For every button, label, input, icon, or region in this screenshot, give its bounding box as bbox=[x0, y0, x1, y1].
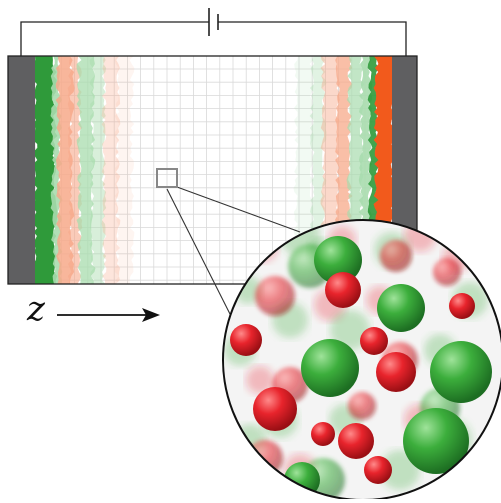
sphere bbox=[364, 456, 392, 484]
left-electrode bbox=[8, 56, 35, 284]
sphere bbox=[255, 276, 295, 316]
magnifier-lens bbox=[222, 219, 501, 501]
cell-body bbox=[7, 55, 418, 285]
faint-sphere bbox=[246, 366, 274, 394]
sphere bbox=[403, 408, 469, 474]
concentration-band bbox=[114, 56, 135, 284]
sphere bbox=[348, 392, 376, 420]
sphere bbox=[314, 236, 362, 284]
zoom-region-box bbox=[156, 168, 178, 188]
cell-outline bbox=[7, 55, 418, 285]
sphere bbox=[301, 339, 359, 397]
arrow-right-icon bbox=[57, 308, 160, 322]
concentration-band bbox=[101, 56, 121, 284]
z-axis-label: z bbox=[27, 289, 45, 329]
concentration-band bbox=[293, 56, 315, 284]
sphere bbox=[376, 352, 416, 392]
circuit-wire bbox=[20, 21, 407, 56]
concentration-band bbox=[55, 56, 75, 284]
sphere bbox=[377, 284, 425, 332]
sphere bbox=[311, 422, 335, 446]
concentration-band bbox=[89, 56, 107, 284]
magnifier-connector bbox=[166, 186, 301, 319]
battery-icon bbox=[208, 8, 219, 36]
sphere bbox=[230, 324, 262, 356]
faint-sphere bbox=[330, 310, 370, 350]
sphere bbox=[360, 327, 388, 355]
sphere bbox=[253, 387, 297, 431]
sphere bbox=[380, 240, 412, 272]
sphere bbox=[449, 293, 475, 319]
sphere bbox=[430, 341, 492, 403]
concentration-band bbox=[76, 56, 96, 284]
sphere bbox=[338, 423, 374, 459]
sphere bbox=[325, 272, 361, 308]
sphere bbox=[433, 258, 461, 286]
